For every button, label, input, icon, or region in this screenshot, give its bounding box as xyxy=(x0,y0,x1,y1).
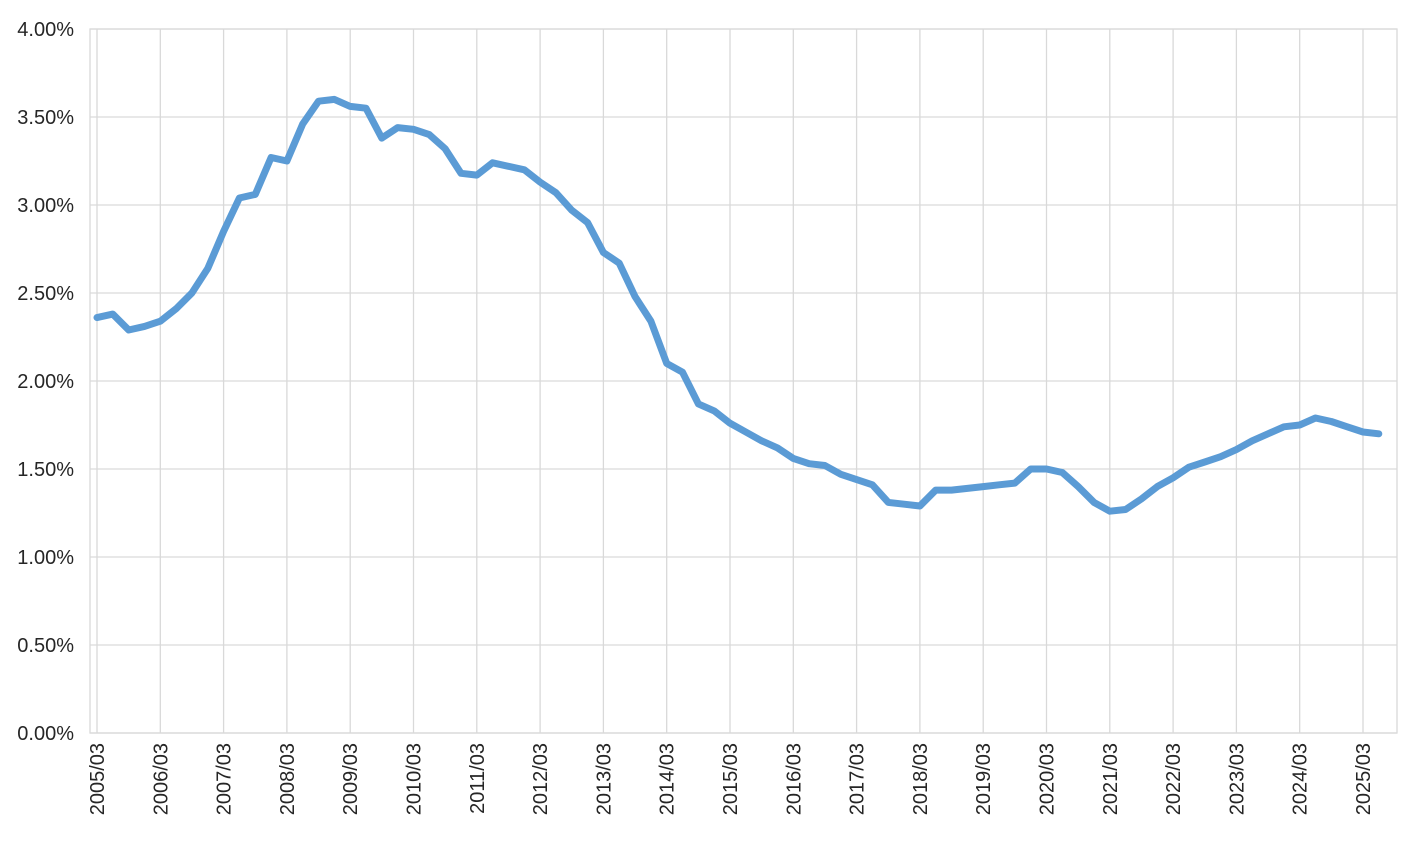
x-tick-label: 2012/03 xyxy=(530,743,552,815)
x-tick-label: 2020/03 xyxy=(1037,743,1059,815)
y-tick-label: 2.00% xyxy=(17,371,74,393)
y-tick-label: 1.50% xyxy=(17,459,74,481)
x-tick-label: 2018/03 xyxy=(910,743,932,815)
x-tick-label: 2016/03 xyxy=(783,743,805,815)
x-axis-labels: 2005/03 2006/03 2007/03 2008/03 2009/03 2010/… xyxy=(87,743,1375,815)
y-tick-label: 1.00% xyxy=(17,547,74,569)
x-tick-label: 2005/03 xyxy=(87,743,109,815)
y-tick-label: 4.00% xyxy=(17,19,74,41)
x-tick-label: 2023/03 xyxy=(1226,743,1248,815)
y-tick-label: 3.50% xyxy=(17,107,74,129)
x-tick-label: 2013/03 xyxy=(593,743,615,815)
y-tick-label: 2.50% xyxy=(17,283,74,305)
x-tick-label: 2011/03 xyxy=(467,743,489,814)
y-axis-labels: 0.00% 0.50% 1.00% 1.50% 2.00% 2.50% 3.00% 3.50%… xyxy=(17,19,74,745)
series-line xyxy=(93,95,1383,515)
x-tick-label: 2017/03 xyxy=(847,743,869,815)
x-tick-label: 2010/03 xyxy=(404,743,426,815)
x-tick-label: 2008/03 xyxy=(277,743,299,815)
x-tick-label: 2022/03 xyxy=(1163,743,1185,815)
y-tick-label: 3.00% xyxy=(17,195,74,217)
x-tick-label: 2021/03 xyxy=(1100,743,1122,815)
x-tick-label: 2009/03 xyxy=(340,743,362,815)
x-tick-label: 2025/03 xyxy=(1353,743,1375,815)
x-tick-label: 2006/03 xyxy=(150,743,172,815)
x-tick-label: 2015/03 xyxy=(720,743,742,815)
plot-border xyxy=(89,28,1398,734)
y-tick-label: 0.50% xyxy=(17,635,74,657)
x-tick-label: 2014/03 xyxy=(657,743,679,815)
y-tick-label: 0.00% xyxy=(17,723,74,745)
x-tick-label: 2019/03 xyxy=(973,743,995,815)
x-tick-label: 2007/03 xyxy=(214,743,236,815)
x-tick-label: 2024/03 xyxy=(1290,743,1312,815)
x-gridlines xyxy=(96,29,1364,733)
